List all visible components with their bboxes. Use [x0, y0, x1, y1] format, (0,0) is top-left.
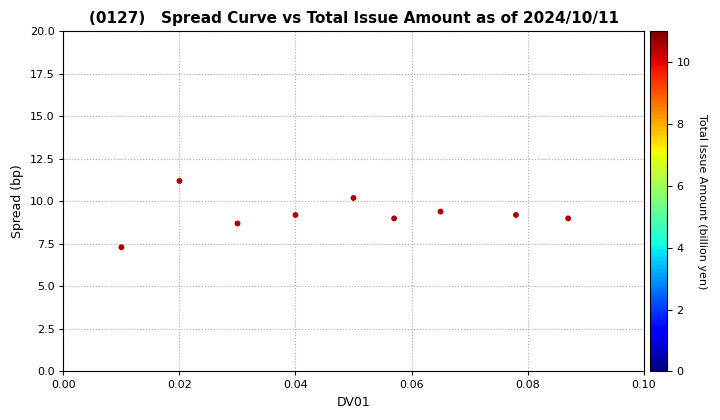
X-axis label: DV01: DV01 — [337, 396, 370, 409]
Point — [388, 215, 400, 222]
Y-axis label: Spread (bp): Spread (bp) — [11, 165, 24, 238]
Point — [510, 212, 522, 218]
Point — [174, 178, 185, 184]
Point — [348, 194, 359, 201]
Point — [289, 212, 301, 218]
Point — [116, 244, 127, 251]
Point — [435, 208, 446, 215]
Y-axis label: Total Issue Amount (billion yen): Total Issue Amount (billion yen) — [697, 114, 707, 289]
Point — [562, 215, 574, 222]
Title: (0127)   Spread Curve vs Total Issue Amount as of 2024/10/11: (0127) Spread Curve vs Total Issue Amoun… — [89, 11, 618, 26]
Point — [232, 220, 243, 227]
